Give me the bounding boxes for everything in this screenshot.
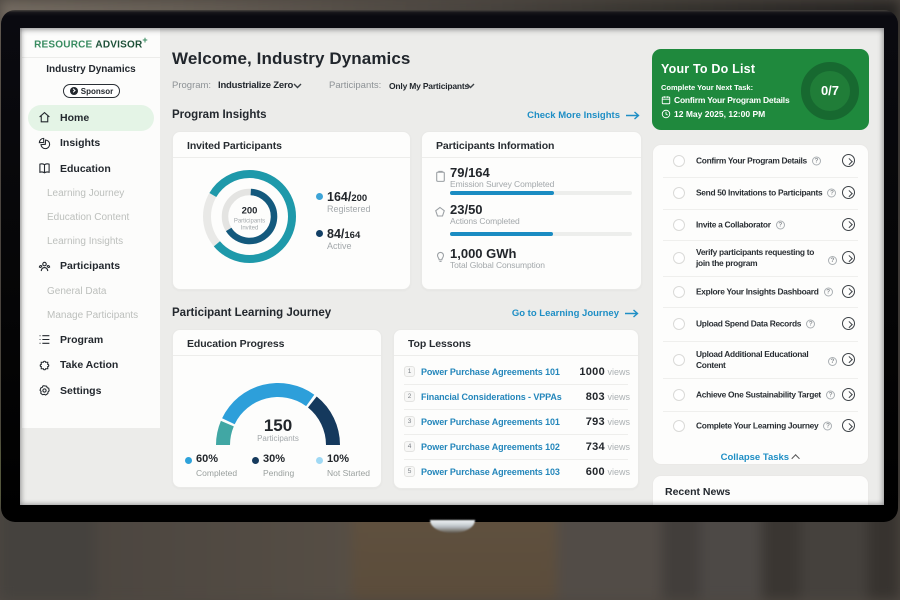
svg-text:Participants: Participants <box>234 219 265 225</box>
svg-text:200: 200 <box>242 206 258 217</box>
svg-text:Invited: Invited <box>241 226 259 232</box>
